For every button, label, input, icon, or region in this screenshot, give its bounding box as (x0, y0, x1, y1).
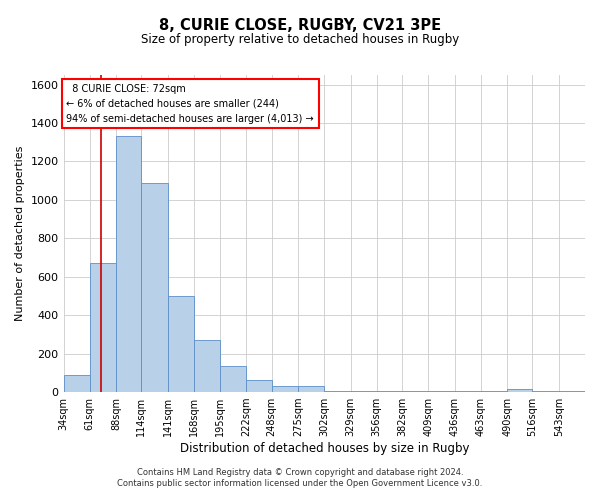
Bar (402, 391, 428, 392)
Text: Size of property relative to detached houses in Rugby: Size of property relative to detached ho… (141, 32, 459, 46)
Bar (324, 391, 350, 392)
Bar (116, 136, 142, 392)
Bar (64, 375, 90, 392)
Bar (559, 391, 585, 392)
Bar (507, 389, 532, 392)
Y-axis label: Number of detached properties: Number of detached properties (15, 146, 25, 321)
Bar (167, 296, 194, 392)
Text: 8 CURIE CLOSE: 72sqm
← 6% of detached houses are smaller (244)
94% of semi-detac: 8 CURIE CLOSE: 72sqm ← 6% of detached ho… (67, 84, 314, 124)
Bar (455, 391, 481, 392)
Text: 8, CURIE CLOSE, RUGBY, CV21 3PE: 8, CURIE CLOSE, RUGBY, CV21 3PE (159, 18, 441, 32)
Bar (350, 391, 377, 392)
Bar (377, 391, 402, 392)
Bar (194, 340, 220, 392)
Bar (90, 264, 116, 392)
Bar (532, 391, 559, 392)
Bar (220, 366, 247, 392)
Bar (272, 386, 298, 392)
X-axis label: Distribution of detached houses by size in Rugby: Distribution of detached houses by size … (179, 442, 469, 455)
Bar (481, 391, 507, 392)
Bar (298, 386, 324, 392)
Bar (428, 391, 455, 392)
Bar (247, 380, 272, 392)
Bar (142, 182, 167, 392)
Text: Contains HM Land Registry data © Crown copyright and database right 2024.
Contai: Contains HM Land Registry data © Crown c… (118, 468, 482, 487)
